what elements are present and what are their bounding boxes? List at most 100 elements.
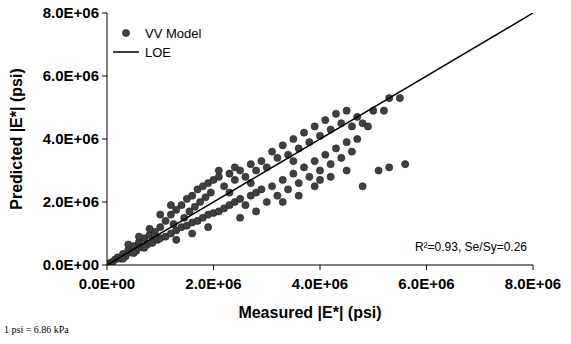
footnote: 1 psi = 6.86 kPa [4,324,69,335]
point [173,236,180,243]
point [375,167,382,174]
point [167,202,174,209]
point [402,161,409,168]
y-tick [102,139,107,140]
legend: VV Model LOE [113,26,201,60]
point [237,214,244,221]
legend-label: VV Model [145,26,201,41]
loe-line [107,13,533,265]
x-tick-label: 2.0E+06 [185,275,241,292]
point [237,195,244,202]
legend-label: LOE [145,45,171,60]
y-axis-label: Predicted |E*| (psi) [8,68,25,209]
x-tick [533,265,534,270]
x-axis-label: Measured |E*| (psi) [238,304,381,321]
point [343,107,350,114]
point [242,173,249,180]
point [327,161,334,168]
x-tick [426,265,427,270]
point [146,225,153,232]
point [274,154,281,161]
point [322,117,329,124]
point [205,224,212,231]
point [253,167,260,174]
point [327,173,334,180]
point [311,157,318,164]
point [306,173,313,180]
y-tick-label: 8.0E+06 [43,4,99,21]
plot-data [107,13,533,265]
point [207,189,214,196]
legend-line [113,51,139,53]
point [268,183,275,190]
x-tick-label: 6.0E+06 [398,275,454,292]
point [215,167,222,174]
point [290,157,297,164]
point [316,176,323,183]
point [189,230,196,237]
point [343,139,350,146]
legend-marker [122,29,129,36]
point [284,186,291,193]
point [348,148,355,155]
point [338,154,345,161]
y-tick-label: 0.0E+00 [43,256,99,273]
point [258,157,265,164]
point [157,224,164,231]
point [322,151,329,158]
stats-annotation: R²=0.93, Se/Sy=0.26 [415,240,527,254]
point [295,192,302,199]
point [311,183,318,190]
point [364,123,371,130]
point [268,148,275,155]
point [274,192,281,199]
x-tick-label: 8.0E+06 [505,275,561,292]
x-tick [213,265,214,270]
y-tick-label: 2.0E+06 [43,193,99,210]
point [311,123,318,130]
point [279,142,286,149]
point [300,129,307,136]
point [300,164,307,171]
point [258,186,265,193]
point [332,110,339,117]
point [354,135,361,142]
point [332,145,339,152]
point [242,202,249,209]
point [279,198,286,205]
x-tick-label: 0.0E+00 [79,275,135,292]
y-tick [102,265,107,266]
point [189,192,196,199]
point [157,211,164,218]
point [226,170,233,177]
point [231,176,238,183]
point [162,217,169,224]
point [290,170,297,177]
point [125,241,132,248]
point [135,233,142,240]
y-tick-label: 6.0E+06 [43,67,99,84]
y-tick [102,76,107,77]
point [359,183,366,190]
point [386,164,393,171]
point [231,164,238,171]
point [316,167,323,174]
x-tick [320,265,321,270]
point [348,123,355,130]
chart: 0.0E+00 2.0E+06 4.0E+06 6.0E+06 8.0E+06 0.0E+… [0,0,571,344]
point [247,161,254,168]
point [178,202,185,209]
point [343,167,350,174]
y-tick-label: 4.0E+06 [43,130,99,147]
x-tick-label: 4.0E+06 [292,275,348,292]
point [221,183,228,190]
point [253,208,260,215]
point [396,94,403,101]
point [279,176,286,183]
point [295,180,302,187]
point [290,135,297,142]
x-tick [107,265,108,270]
point [263,198,270,205]
point [380,107,387,114]
y-tick [102,13,107,14]
